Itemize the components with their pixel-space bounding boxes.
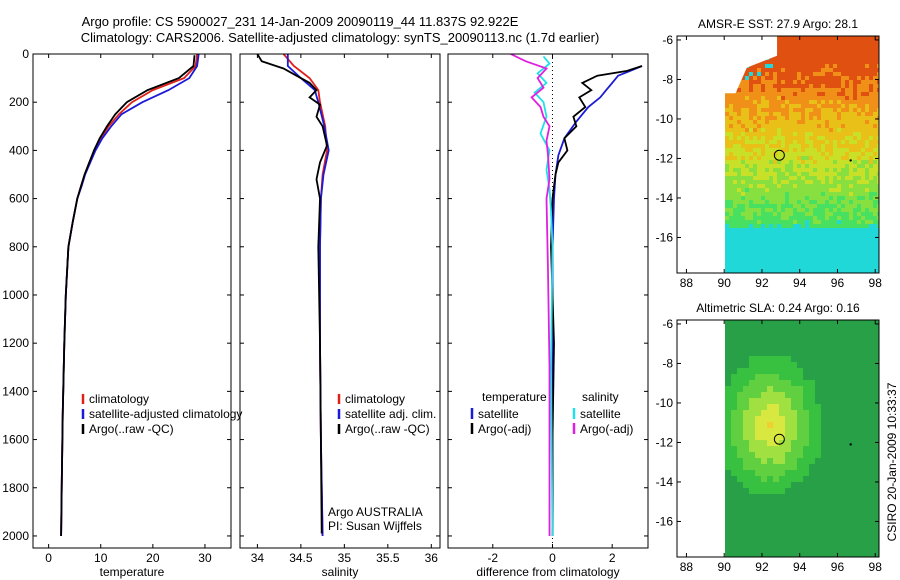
map-frame	[676, 319, 880, 558]
legend-header: temperature	[482, 390, 547, 404]
y-tick-label: 1600	[2, 433, 29, 447]
x-tick-label: 98	[869, 276, 883, 290]
x-axis-label: salinity	[322, 565, 359, 579]
x-tick-label: 0	[45, 551, 52, 565]
x-tick-label: 36	[425, 551, 439, 565]
x-tick-label: 96	[831, 560, 845, 574]
plot-frame	[447, 53, 649, 549]
legend-label: satellite	[478, 407, 519, 421]
y-tick-label: 1200	[2, 336, 29, 350]
y-tick-label: 1400	[2, 384, 29, 398]
map-field	[725, 320, 879, 557]
side-timestamp-label: CSIRO 20-Jan-2009 10:33:37	[885, 382, 899, 541]
y-tick-label: -12	[656, 435, 674, 449]
x-axis-label: temperature	[100, 565, 165, 579]
x-tick-label: 30	[198, 551, 212, 565]
x-tick-label: 0	[549, 551, 556, 565]
plot-frame	[32, 53, 232, 549]
figure-title-line1: Argo profile: CS 5900027_231 14-Jan-2009…	[82, 14, 519, 29]
x-tick-label: 90	[718, 276, 732, 290]
x-tick-label: 92	[755, 560, 769, 574]
y-tick-label: -8	[662, 356, 673, 370]
legend-header: salinity	[582, 390, 619, 404]
y-tick-label: -10	[656, 112, 674, 126]
series-line-3-4	[510, 54, 551, 536]
series-line-3-1	[551, 65, 643, 536]
legend-label: Argo(..raw -QC)	[89, 422, 174, 436]
legend-label: satellite adj. clim.	[345, 407, 436, 421]
profile-panel-2: 34 34.5 35 35.5 36 salinity climatologysatelli…	[239, 53, 441, 579]
secondary-marker	[849, 443, 852, 446]
legend-label: climatology	[89, 392, 149, 406]
series-line-1-2	[60, 54, 200, 537]
y-tick-label: -12	[656, 151, 674, 165]
legend-label: climatology	[345, 392, 405, 406]
map-panel-1: 88 90 92 94 96 98 -6 -8 -10 -12 -14 -16 AMSR-E SST: …	[656, 17, 883, 290]
legend-label: Argo(-adj)	[580, 422, 633, 436]
y-tick-label: 600	[9, 192, 29, 206]
x-tick-label: 90	[718, 560, 732, 574]
legend-label: satellite-adjusted climatology	[89, 407, 242, 421]
series-line-1-3	[60, 55, 196, 537]
map-frame	[676, 35, 880, 274]
x-tick-label: 34	[251, 551, 265, 565]
x-tick-label: -2	[487, 551, 498, 565]
x-tick-label: 2	[609, 551, 616, 565]
x-axis-label: difference from climatology	[476, 565, 619, 579]
x-tick-label: 20	[146, 551, 160, 565]
y-tick-label: 2000	[2, 529, 29, 543]
x-tick-label: 10	[94, 551, 108, 565]
x-tick-label: 94	[793, 276, 807, 290]
float-position-marker	[773, 149, 785, 161]
y-tick-label: 1800	[2, 481, 29, 495]
map-title: AMSR-E SST: 27.9 Argo: 28.1	[698, 17, 858, 31]
secondary-marker	[849, 159, 852, 162]
y-tick-label: -14	[656, 191, 674, 205]
x-tick-label: 98	[869, 560, 883, 574]
x-tick-label: 96	[831, 276, 845, 290]
y-tick-label: -6	[662, 33, 673, 47]
x-tick-label: 88	[680, 560, 694, 574]
y-tick-label: -8	[662, 72, 673, 86]
series-line-3-3	[533, 55, 554, 537]
x-tick-label: 88	[680, 276, 694, 290]
x-tick-label: 35.5	[376, 551, 400, 565]
y-tick-label: -10	[656, 396, 674, 410]
legend-label: Argo(..raw -QC)	[345, 422, 430, 436]
y-tick-label: 800	[9, 240, 29, 254]
y-tick-label: 400	[9, 143, 29, 157]
map-field	[724, 36, 879, 273]
annotation-line: Argo AUSTRALIA	[328, 505, 423, 519]
map-title: Altimetric SLA: 0.24 Argo: 0.16	[696, 301, 860, 315]
y-tick-label: 0	[22, 47, 29, 61]
profile-panel-1: 0 10 20 30 temperature 0 200 400 600 800 1000 1200 1…	[2, 47, 242, 579]
y-tick-label: -16	[656, 514, 674, 528]
y-tick-label: -14	[656, 475, 674, 489]
x-tick-label: 94	[793, 560, 807, 574]
missing-data-mask	[724, 36, 778, 94]
legend-label: satellite	[580, 407, 621, 421]
y-tick-label: 1000	[2, 288, 29, 302]
legend-label: Argo(-adj)	[478, 422, 531, 436]
y-tick-label: -6	[662, 317, 673, 331]
plot-frame	[239, 53, 441, 549]
series-line-1-1	[60, 54, 198, 537]
x-tick-label: 34.5	[289, 551, 313, 565]
y-tick-label: 200	[9, 95, 29, 109]
map-panel-2: 88 90 92 94 96 98 -6 -8 -10 -12 -14 -16 Altimetric S…	[656, 301, 883, 574]
float-position-marker	[773, 433, 785, 445]
x-tick-label: 92	[755, 276, 769, 290]
x-tick-label: 35	[338, 551, 352, 565]
annotation-line: PI: Susan Wijffels	[328, 519, 422, 533]
figure-title-line2: Climatology: CARS2006. Satellite-adjuste…	[81, 30, 600, 45]
y-tick-label: -16	[656, 230, 674, 244]
series-line-2-3	[256, 54, 328, 534]
